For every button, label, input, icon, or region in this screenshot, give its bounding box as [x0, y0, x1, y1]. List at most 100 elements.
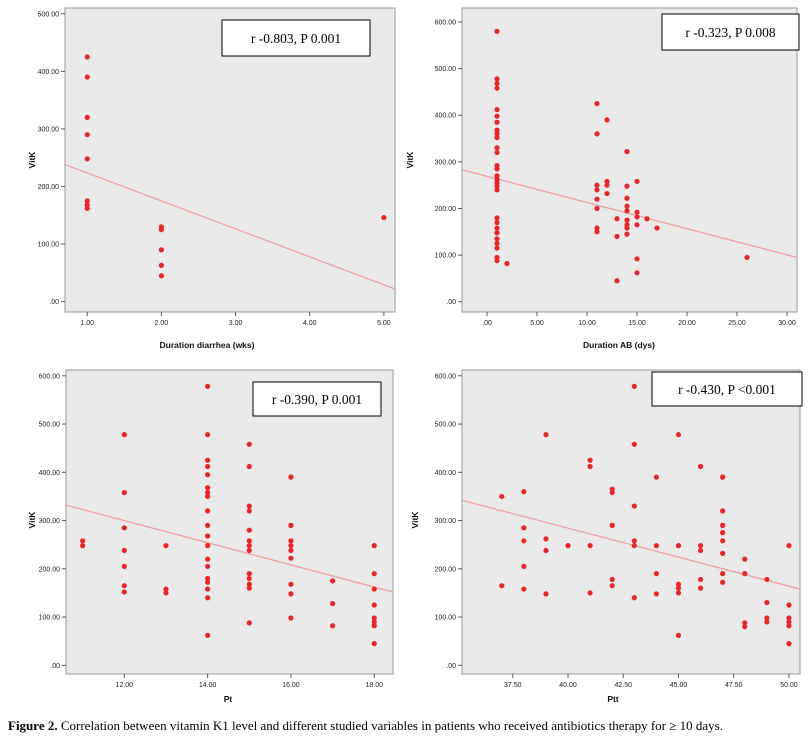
data-point: [288, 615, 294, 621]
y-tick-label: 200.00: [39, 566, 61, 573]
data-point: [744, 254, 750, 261]
x-axis-label: Pt: [224, 694, 233, 704]
data-point: [371, 586, 377, 592]
data-point: [764, 599, 770, 606]
data-point: [494, 183, 500, 189]
data-point: [371, 571, 377, 577]
data-point: [205, 595, 211, 601]
data-point: [84, 114, 90, 120]
data-point: [205, 489, 211, 496]
data-point: [594, 131, 600, 137]
data-point: [786, 615, 792, 621]
y-tick-label: 400.00: [435, 113, 457, 120]
data-point: [675, 432, 682, 438]
data-point: [163, 590, 169, 596]
y-tick-label: 200.00: [38, 184, 60, 191]
data-point: [624, 217, 630, 223]
data-point: [675, 543, 682, 549]
data-point: [609, 489, 615, 496]
data-point: [631, 441, 637, 447]
data-point: [84, 54, 90, 60]
data-point: [587, 590, 593, 596]
data-point: [624, 149, 630, 155]
scatter-plot-duration-ab: .00 100.00 200.00 300.00 400.00 500.00 600.00.…: [405, 7, 800, 350]
data-point: [720, 571, 726, 577]
data-point: [499, 583, 505, 589]
data-point: [494, 236, 500, 242]
data-point: [246, 547, 252, 554]
data-point: [742, 624, 748, 630]
data-point: [631, 595, 637, 601]
y-axis-label: VitK: [27, 511, 37, 529]
data-point: [624, 203, 630, 209]
data-point: [624, 208, 630, 214]
x-tick-label: 12.00: [116, 682, 134, 689]
x-tick-label: 18.00: [365, 682, 383, 689]
data-point: [624, 195, 630, 201]
y-tick-label: 600.00: [435, 373, 457, 380]
data-point: [80, 543, 86, 549]
plot-area: [64, 7, 396, 313]
x-axis-label: Duration diarrhea (wks): [160, 340, 255, 350]
data-point: [205, 575, 211, 582]
data-point: [504, 260, 510, 267]
data-point: [654, 225, 660, 231]
y-axis-label: VitK: [405, 151, 415, 169]
x-axis-label: Duration AB (dys): [583, 340, 655, 350]
data-point: [594, 182, 600, 188]
correlation-annotation: r -0.390, P 0.001: [272, 392, 362, 407]
data-point: [205, 472, 211, 478]
data-point: [494, 219, 500, 226]
y-tick-label: 400.00: [39, 470, 61, 477]
data-point: [205, 457, 211, 463]
data-point: [205, 533, 211, 539]
data-point: [494, 230, 500, 236]
data-point: [246, 441, 252, 447]
x-tick-label: 2.00: [155, 320, 169, 327]
data-point: [246, 503, 252, 509]
data-point: [121, 525, 127, 531]
y-tick-label: .00: [50, 663, 60, 670]
x-tick-label: 25.00: [728, 320, 746, 327]
data-point: [720, 474, 726, 480]
data-point: [614, 216, 620, 222]
data-point: [494, 76, 500, 82]
data-point: [720, 522, 726, 528]
x-tick-label: 1.00: [80, 320, 94, 327]
data-point: [604, 182, 610, 188]
data-point: [764, 619, 770, 625]
x-tick-label: 5.00: [377, 320, 391, 327]
data-point: [205, 463, 211, 470]
y-tick-label: 300.00: [435, 518, 457, 525]
plot-area: [461, 7, 798, 313]
x-tick-label: 14.00: [199, 682, 217, 689]
data-point: [246, 575, 252, 582]
data-point: [634, 270, 640, 276]
data-point: [494, 145, 500, 151]
x-tick-label: 40.00: [559, 682, 577, 689]
y-tick-label: 200.00: [435, 206, 457, 213]
data-point: [494, 258, 500, 264]
data-point: [205, 383, 211, 390]
data-point: [494, 173, 500, 179]
data-point: [720, 538, 726, 544]
y-axis-label: VitK: [410, 511, 420, 529]
data-point: [494, 225, 500, 231]
data-point: [720, 550, 726, 556]
data-point: [329, 623, 336, 629]
data-point: [631, 503, 637, 509]
chart-panel-ptt: .00 100.00 200.00 300.00 400.00 500.00 600.00 3…: [405, 362, 809, 714]
data-point: [246, 571, 252, 577]
y-tick-label: 600.00: [39, 373, 61, 380]
data-point: [594, 205, 600, 212]
data-point: [371, 623, 377, 629]
data-point: [521, 489, 527, 495]
data-point: [675, 590, 682, 596]
data-point: [697, 463, 704, 470]
data-point: [288, 543, 294, 549]
data-point: [675, 585, 682, 591]
data-point: [614, 233, 620, 240]
data-point: [543, 432, 549, 438]
y-tick-label: 500.00: [435, 422, 457, 429]
data-point: [329, 578, 336, 584]
